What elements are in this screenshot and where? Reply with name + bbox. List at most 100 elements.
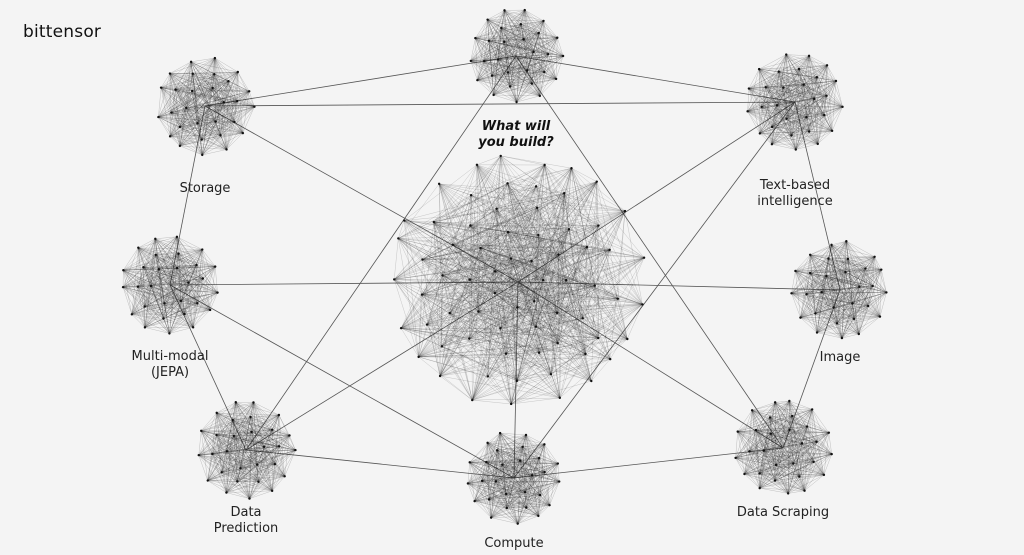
edge-multimodal-center xyxy=(169,281,519,286)
cluster-vertex xyxy=(762,449,765,452)
cluster-vertex xyxy=(844,270,847,274)
cluster-vertex xyxy=(159,86,163,89)
cluster-vertex xyxy=(486,375,490,378)
cluster-vertex xyxy=(136,285,140,288)
cluster-vertex xyxy=(770,143,774,146)
cluster-vertex xyxy=(519,459,522,462)
cluster-vertex xyxy=(492,93,495,97)
cluster-vertex xyxy=(530,474,534,477)
cluster-vertex xyxy=(211,86,214,90)
cluster-vertex xyxy=(642,256,646,259)
edge-storage-text xyxy=(204,101,796,107)
cluster-vertex xyxy=(177,252,180,255)
cluster-vertex xyxy=(178,144,182,148)
cluster-vertex xyxy=(191,326,195,329)
cluster-vertex xyxy=(788,428,791,431)
cluster-center[interactable] xyxy=(393,154,646,406)
cluster-vertex xyxy=(743,472,746,476)
cluster-vertex xyxy=(421,258,424,261)
cluster-vertex xyxy=(827,257,830,260)
cluster-vertex xyxy=(256,463,259,466)
cluster-vertex xyxy=(504,352,508,355)
cluster-vertex xyxy=(471,398,474,402)
cluster-vertex xyxy=(474,36,477,40)
cluster-vertex xyxy=(820,290,823,294)
cluster-vertex xyxy=(399,326,403,330)
edge-center-prediction xyxy=(245,281,519,451)
cluster-vertex xyxy=(441,274,444,277)
cluster-vertex xyxy=(585,245,589,249)
cluster-vertex xyxy=(277,413,281,417)
cluster-vertex xyxy=(830,129,834,133)
label-line: Data Scraping xyxy=(736,505,830,520)
cluster-vertex xyxy=(626,337,629,341)
cluster-image[interactable] xyxy=(790,240,888,340)
cluster-vertex xyxy=(397,237,400,240)
cluster-mesh xyxy=(158,57,255,156)
cluster-vertex xyxy=(220,471,223,474)
cluster-vertex xyxy=(543,470,546,474)
cluster-vertex xyxy=(814,312,817,315)
cluster-text[interactable] xyxy=(746,53,844,151)
cluster-vertex xyxy=(487,498,491,501)
cluster-vertex xyxy=(495,207,498,210)
cluster-vertex xyxy=(555,311,559,315)
cluster-vertex xyxy=(142,266,145,269)
cluster-vertex xyxy=(524,433,528,437)
cluster-mesh xyxy=(394,155,645,405)
bittensor-logo[interactable]: bittensor xyxy=(23,22,102,42)
cluster-vertex xyxy=(479,246,482,250)
cluster-vertex xyxy=(563,192,566,195)
cluster-compute[interactable] xyxy=(466,431,561,525)
cluster-vertex xyxy=(526,69,529,72)
cluster-vertex xyxy=(215,411,218,415)
cluster-vertex xyxy=(498,431,502,435)
cluster-vertex xyxy=(271,428,274,431)
cluster-vertex xyxy=(493,291,497,295)
cluster-vertex xyxy=(482,60,486,63)
cluster-vertex xyxy=(581,317,584,320)
cluster-vertex xyxy=(509,402,513,406)
cluster-vertex xyxy=(785,53,788,56)
cluster-vertex xyxy=(785,117,788,120)
cluster-vertex xyxy=(825,94,828,97)
label-line: intelligence xyxy=(757,194,833,209)
cluster-vertex xyxy=(773,401,777,404)
cluster-vertex xyxy=(200,429,203,433)
cluster-prediction[interactable] xyxy=(197,401,297,500)
cluster-vertex xyxy=(537,514,540,518)
cluster-vertex xyxy=(815,331,819,334)
cluster-vertex xyxy=(213,265,217,268)
cluster-vertex xyxy=(143,326,147,329)
label-build: What will you build? xyxy=(478,119,554,151)
cluster-multimodal[interactable] xyxy=(121,235,219,335)
cluster-vertex xyxy=(522,37,525,41)
cluster-vertex xyxy=(393,278,396,281)
cluster-build[interactable] xyxy=(469,8,565,104)
cluster-vertex xyxy=(815,440,818,443)
cluster-vertex xyxy=(515,379,519,383)
cluster-vertex xyxy=(201,277,205,280)
cluster-vertex xyxy=(516,522,519,525)
cluster-vertex xyxy=(486,441,489,445)
cluster-vertex xyxy=(532,50,535,54)
cluster-vertex xyxy=(794,148,797,151)
cluster-vertex xyxy=(764,86,767,89)
cluster-vertex xyxy=(548,503,551,507)
cluster-vertex xyxy=(535,206,539,209)
cluster-vertex xyxy=(496,58,500,61)
cluster-vertex xyxy=(270,489,274,493)
cluster-storage[interactable] xyxy=(157,56,256,157)
cluster-vertex xyxy=(556,341,559,345)
cluster-scraping[interactable] xyxy=(734,399,833,495)
cluster-vertex xyxy=(154,237,157,241)
cluster-vertex xyxy=(519,23,523,26)
cluster-vertex xyxy=(175,235,179,239)
cluster-vertex xyxy=(468,278,471,281)
cluster-vertex xyxy=(469,59,473,63)
cluster-vertex xyxy=(805,292,808,296)
cluster-vertex xyxy=(506,71,510,74)
cluster-vertex xyxy=(534,185,538,188)
label-image: Image xyxy=(820,350,861,366)
